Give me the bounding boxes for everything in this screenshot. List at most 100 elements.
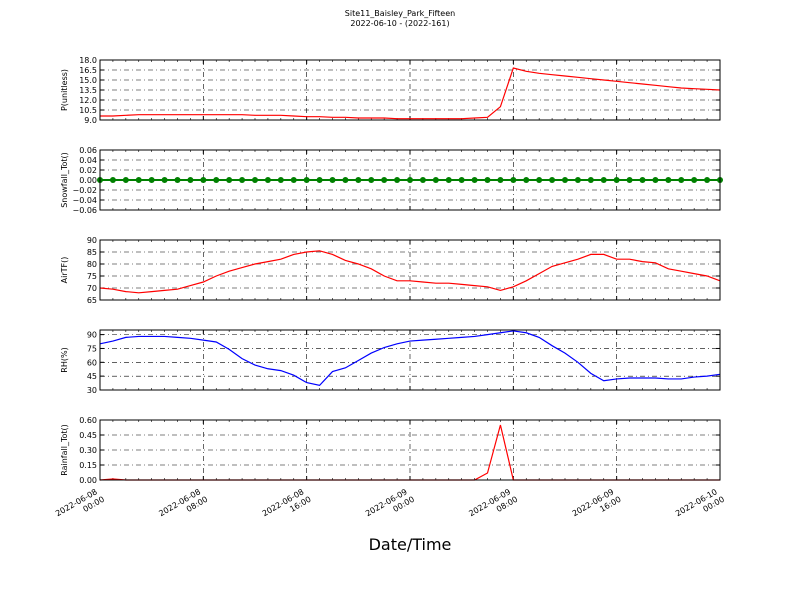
data-marker — [704, 177, 711, 183]
data-marker — [458, 177, 465, 183]
x-tick-label: 2022-06-10 00:00 — [674, 486, 726, 527]
data-marker — [148, 177, 155, 183]
data-marker — [342, 177, 349, 183]
data-marker — [407, 177, 413, 183]
x-tick-label: 2022-06-08 00:00 — [54, 486, 106, 527]
data-marker — [549, 177, 556, 183]
data-marker — [678, 177, 685, 183]
data-marker — [161, 177, 168, 183]
y-tick-label: 90 — [87, 236, 97, 245]
y-tick-label: 0.00 — [79, 176, 97, 185]
y-tick-label: 65 — [87, 296, 97, 305]
data-marker — [122, 177, 129, 183]
x-tick-label: 2022-06-09 00:00 — [364, 486, 416, 527]
y-axis-label: P(unitless) — [60, 69, 69, 111]
y-tick-label: 10.5 — [79, 106, 97, 115]
y-tick-label: 75 — [87, 344, 97, 353]
data-marker — [277, 177, 284, 183]
y-tick-label: 13.5 — [79, 86, 97, 95]
y-axis-label: RH(%) — [60, 347, 69, 372]
y-tick-label: 16.5 — [79, 66, 97, 75]
data-marker — [523, 177, 530, 183]
x-tick-label: 2022-06-09 16:00 — [571, 486, 623, 527]
x-tick-label: 2022-06-08 16:00 — [261, 486, 313, 527]
data-marker — [329, 177, 336, 183]
data-marker — [381, 177, 388, 183]
data-marker — [200, 177, 207, 183]
y-tick-label: 45 — [87, 372, 97, 381]
x-tick-label: 2022-06-08 08:00 — [157, 486, 209, 527]
y-tick-label: 9.0 — [84, 116, 97, 125]
data-line — [100, 67, 721, 120]
data-marker — [213, 177, 220, 183]
data-marker — [252, 177, 258, 183]
data-marker — [226, 177, 233, 183]
data-marker — [562, 177, 568, 183]
y-tick-label: 90 — [87, 331, 97, 340]
data-marker — [600, 177, 607, 183]
data-marker — [419, 177, 426, 183]
data-marker — [691, 177, 698, 183]
y-tick-label: 75 — [87, 272, 97, 281]
data-marker — [109, 177, 116, 183]
y-tick-label: 70 — [87, 284, 97, 293]
data-marker — [445, 177, 452, 183]
y-axis-label: Snowfall_Tot() — [60, 152, 69, 208]
plot-frame — [99, 329, 721, 391]
y-tick-label: 0.04 — [79, 156, 97, 165]
data-marker — [355, 177, 362, 183]
y-axis-label: AirTF() — [60, 257, 69, 284]
y-tick-label: 85 — [87, 248, 97, 257]
y-tick-label: 18.0 — [79, 56, 97, 65]
data-marker — [639, 177, 646, 183]
data-marker — [497, 177, 504, 183]
y-tick-label: −0.04 — [72, 196, 97, 205]
y-tick-label: 0.00 — [79, 476, 97, 485]
data-marker — [264, 177, 271, 183]
data-marker — [174, 177, 181, 183]
y-tick-label: 80 — [87, 260, 97, 269]
y-tick-label: 12.0 — [79, 96, 97, 105]
data-marker — [303, 177, 310, 183]
data-marker — [368, 177, 375, 183]
y-tick-label: −0.02 — [72, 186, 97, 195]
data-marker — [135, 177, 142, 183]
y-tick-label: 0.45 — [79, 431, 97, 440]
data-marker — [290, 177, 297, 183]
y-tick-label: 30 — [87, 386, 97, 395]
y-tick-label: 0.60 — [79, 416, 97, 425]
y-tick-label: 0.02 — [79, 166, 97, 175]
data-marker — [510, 177, 517, 183]
y-tick-label: 0.30 — [79, 446, 97, 455]
data-marker — [484, 177, 491, 183]
data-marker — [626, 177, 633, 183]
data-line — [99, 330, 721, 387]
data-marker — [187, 177, 194, 183]
chart-subtitle: 2022-06-10 - (2022-161) — [350, 19, 449, 28]
data-marker — [432, 177, 439, 183]
x-tick-label: 2022-06-09 08:00 — [467, 486, 519, 527]
data-marker — [239, 177, 246, 183]
x-axis-label: Date/Time — [369, 535, 452, 554]
data-marker — [613, 177, 620, 183]
data-marker — [316, 177, 323, 183]
y-tick-label: 60 — [87, 358, 97, 367]
data-marker — [665, 177, 672, 183]
data-marker — [652, 177, 659, 183]
data-marker — [394, 177, 401, 183]
plot-frame — [99, 149, 721, 211]
y-axis-label: Rainfall_Tot() — [60, 424, 69, 476]
y-tick-label: 0.15 — [79, 461, 97, 470]
y-tick-label: −0.06 — [72, 206, 97, 215]
data-line — [99, 250, 721, 294]
y-tick-label: 0.06 — [79, 146, 97, 155]
y-tick-label: 15.0 — [79, 76, 97, 85]
plot-frame — [99, 419, 721, 481]
plot-frame — [99, 59, 721, 121]
data-marker — [587, 177, 594, 183]
chart-title: Site11_Baisley_Park_Fifteen — [345, 9, 455, 18]
data-marker — [536, 177, 543, 183]
data-marker — [471, 177, 478, 183]
data-marker — [574, 177, 581, 183]
